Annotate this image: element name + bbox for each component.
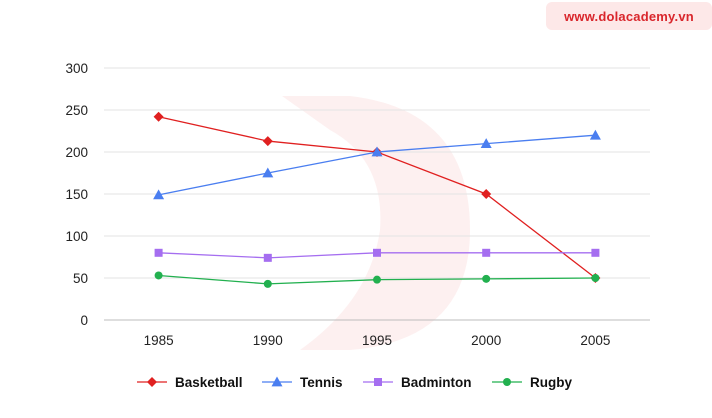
data-point-rugby xyxy=(373,275,381,284)
watermark-badge: www.dolacademy.vn xyxy=(546,2,712,30)
data-point-tennis xyxy=(371,146,383,157)
x-tick-label: 2005 xyxy=(580,333,610,348)
data-point-tennis xyxy=(262,167,274,178)
data-point-basketball xyxy=(481,189,492,199)
data-point-badminton xyxy=(591,248,600,257)
watermark-text: www.dolacademy.vn xyxy=(564,8,694,24)
y-tick-label: 0 xyxy=(80,313,88,328)
x-tick-label: 2000 xyxy=(471,333,501,348)
y-tick-label: 300 xyxy=(65,61,88,76)
data-point-badminton xyxy=(482,248,491,257)
x-tick-label: 1995 xyxy=(362,333,392,348)
background-logo-watermark xyxy=(282,96,470,350)
legend-item-tennis: Tennis xyxy=(262,375,343,390)
legend-item-basketball: Basketball xyxy=(137,375,243,390)
y-axis-ticks: 0 50 100 150 200 250 300 xyxy=(65,61,88,328)
data-point-rugby xyxy=(482,274,491,283)
x-tick-label: 1985 xyxy=(144,333,174,348)
data-point-tennis xyxy=(589,129,601,140)
data-point-tennis xyxy=(480,138,492,148)
legend-label-rugby: Rugby xyxy=(530,375,572,390)
legend-marker-rugby xyxy=(503,378,511,386)
x-tick-label: 1990 xyxy=(253,333,283,348)
legend-label-tennis: Tennis xyxy=(300,375,343,390)
data-point-rugby xyxy=(591,274,600,282)
legend-item-rugby: Rugby xyxy=(492,375,572,390)
y-tick-label: 250 xyxy=(65,103,88,118)
series-badminton xyxy=(154,248,600,262)
x-axis-ticks: 1985 1990 1995 2000 2005 xyxy=(144,333,611,348)
data-point-rugby xyxy=(154,271,163,280)
legend-label-badminton: Badminton xyxy=(401,375,472,390)
series-group xyxy=(153,111,601,288)
y-tick-label: 50 xyxy=(73,271,88,286)
legend: Basketball Tennis Badminton Rugby xyxy=(137,375,572,390)
y-tick-label: 200 xyxy=(65,145,88,160)
legend-item-badminton: Badminton xyxy=(363,375,472,390)
data-point-rugby xyxy=(263,279,272,288)
legend-label-basketball: Basketball xyxy=(175,375,243,390)
legend-marker-badminton xyxy=(374,378,382,386)
series-rugby xyxy=(154,271,600,288)
data-point-badminton xyxy=(154,248,163,257)
legend-marker-tennis xyxy=(271,376,283,387)
y-tick-label: 150 xyxy=(65,187,88,202)
data-point-badminton xyxy=(263,253,272,262)
data-point-badminton xyxy=(373,248,381,257)
data-point-basketball xyxy=(153,111,164,122)
legend-marker-basketball xyxy=(147,377,157,387)
series-tennis xyxy=(153,129,601,200)
data-point-tennis xyxy=(153,189,165,200)
y-tick-label: 100 xyxy=(65,229,88,244)
data-point-basketball xyxy=(262,136,273,147)
